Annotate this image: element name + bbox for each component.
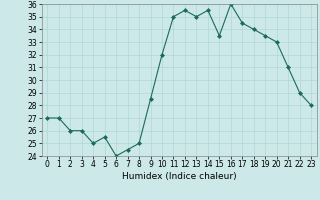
X-axis label: Humidex (Indice chaleur): Humidex (Indice chaleur) <box>122 172 236 181</box>
